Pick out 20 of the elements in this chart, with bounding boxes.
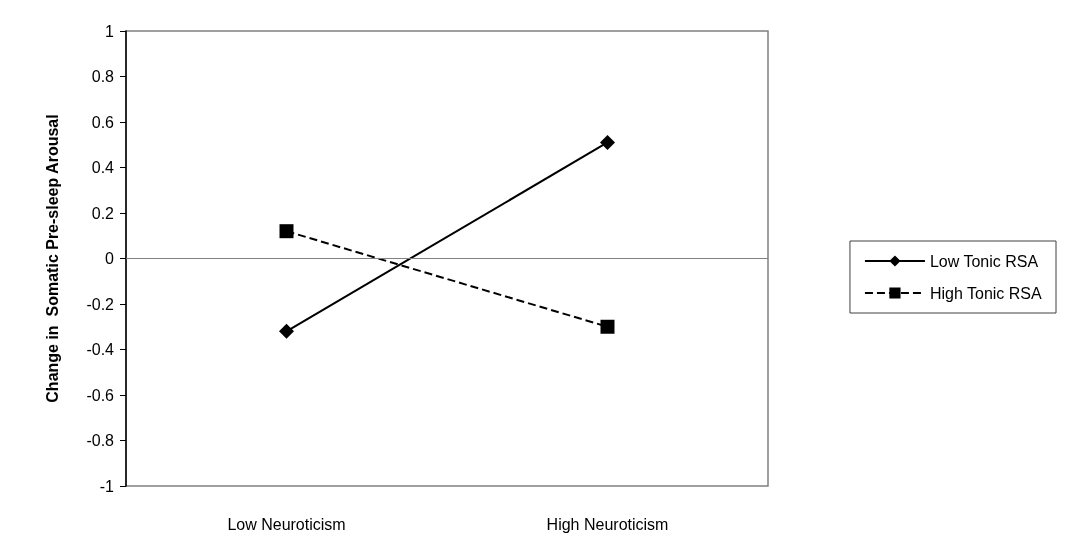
y-tick-label: -1 bbox=[99, 477, 115, 495]
y-tick-label: -0.4 bbox=[86, 341, 115, 358]
x-tick-label: High Neuroticism bbox=[546, 515, 669, 533]
legend-label: High Tonic RSA bbox=[929, 284, 1043, 302]
y-tick-label: 0.8 bbox=[91, 68, 115, 85]
y-tick-label: -0.2 bbox=[86, 295, 115, 313]
point bbox=[279, 323, 294, 339]
y-tick-label: -0.6 bbox=[86, 386, 115, 404]
y-tick-label: 0.2 bbox=[91, 204, 115, 222]
y-tick-label: 0 bbox=[105, 250, 115, 267]
y-tick-label: 1 bbox=[105, 22, 115, 40]
y-tick-label: 0.4 bbox=[91, 159, 115, 176]
legend-label: Low Tonic RSA bbox=[929, 252, 1039, 270]
y-tick-label: 0.6 bbox=[91, 113, 115, 131]
y-tick-label: -0.8 bbox=[86, 432, 115, 449]
point bbox=[600, 134, 615, 150]
x-tick-label: Low Neuroticism bbox=[227, 515, 346, 533]
point bbox=[279, 224, 294, 239]
y-axis-title: Change in Somatic Pre-sleep Arousal bbox=[43, 114, 61, 403]
point bbox=[600, 319, 615, 334]
